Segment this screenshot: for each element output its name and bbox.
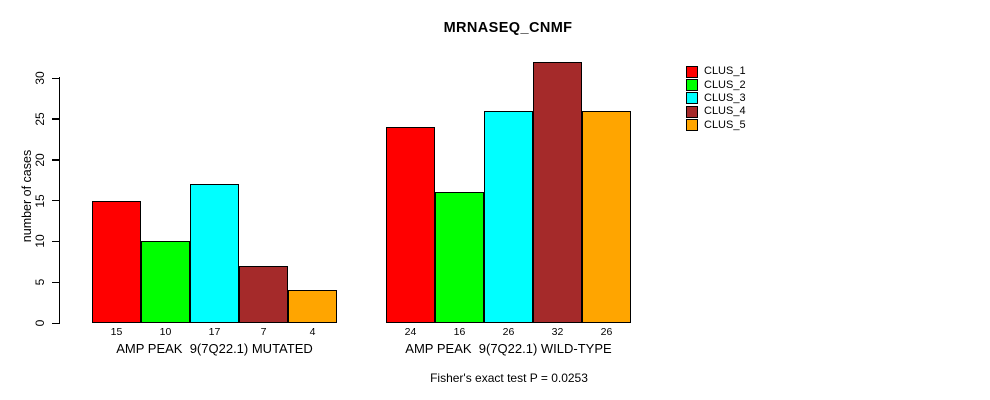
y-tick-label: 25: [33, 112, 47, 126]
legend-label: CLUS_5: [704, 118, 746, 131]
y-axis-tick: [52, 240, 59, 243]
y-axis-tick: [52, 281, 59, 284]
bar-clus_4-group2: [533, 61, 582, 323]
bar-clus_5-group2: [582, 110, 631, 323]
chart-title: MRNASEQ_CNMF: [443, 20, 573, 36]
y-tick-label: 15: [33, 193, 47, 208]
y-tick-label: 30: [33, 71, 47, 85]
bar-clus_4-group1: [239, 265, 288, 323]
legend-item: CLUS_5: [686, 119, 746, 132]
bar-value-label: 17: [208, 326, 221, 338]
group-axis-label: AMP PEAK 9(7Q22.1) WILD-TYPE: [405, 341, 612, 356]
legend-swatch-clus_1: [686, 65, 698, 78]
legend-label: CLUS_2: [704, 78, 746, 91]
bar-clus_3-group2: [484, 110, 533, 323]
legend-item: CLUS_3: [686, 92, 746, 105]
bar-clus_2-group1: [141, 241, 190, 323]
legend-swatch-clus_2: [686, 79, 698, 92]
legend-swatch-clus_3: [686, 92, 698, 105]
bar-clus_2-group2: [435, 192, 484, 323]
bar-value-label: 32: [551, 326, 564, 338]
legend-item: CLUS_2: [686, 78, 746, 92]
bar-value-label: 24: [404, 326, 417, 338]
y-axis-tick: [52, 200, 59, 202]
bar-value-label: 26: [600, 326, 613, 338]
bar-value-label: 16: [453, 326, 466, 338]
legend-label: CLUS_4: [704, 105, 746, 118]
y-axis-tick: [52, 322, 59, 324]
bar-value-label: 15: [110, 326, 123, 338]
y-axis-tick: [52, 118, 59, 120]
y-tick-label: 0: [33, 319, 47, 327]
bar-clus_1-group1: [92, 200, 141, 323]
bar-value-label: 4: [309, 326, 316, 338]
y-tick-label: 20: [33, 152, 47, 167]
bar-value-label: 7: [260, 326, 267, 338]
legend: CLUS_1 CLUS_2 CLUS_3 CLUS_4 CLUS_5: [686, 65, 746, 132]
fisher-test-annotation: Fisher's exact test P = 0.0253: [430, 371, 588, 385]
y-tick-label: 10: [33, 234, 47, 249]
legend-item: CLUS_4: [686, 105, 746, 118]
y-axis-label: number of cases: [20, 149, 34, 243]
y-axis-line: [59, 77, 61, 324]
legend-label: CLUS_1: [704, 65, 746, 78]
y-axis-tick: [52, 159, 59, 161]
bar-value-label: 10: [159, 326, 172, 338]
legend-label: CLUS_3: [704, 91, 746, 104]
bar-clus_5-group1: [288, 290, 337, 323]
group-axis-label: AMP PEAK 9(7Q22.1) MUTATED: [116, 341, 313, 356]
bar-clus_1-group2: [386, 127, 435, 323]
bar-value-label: 26: [502, 326, 515, 338]
y-axis-tick: [52, 77, 59, 79]
y-tick-label: 5: [33, 278, 47, 286]
legend-swatch-clus_4: [686, 105, 698, 118]
bar-clus_3-group1: [190, 184, 239, 323]
legend-item: CLUS_1: [686, 65, 746, 78]
legend-swatch-clus_5: [686, 119, 698, 132]
